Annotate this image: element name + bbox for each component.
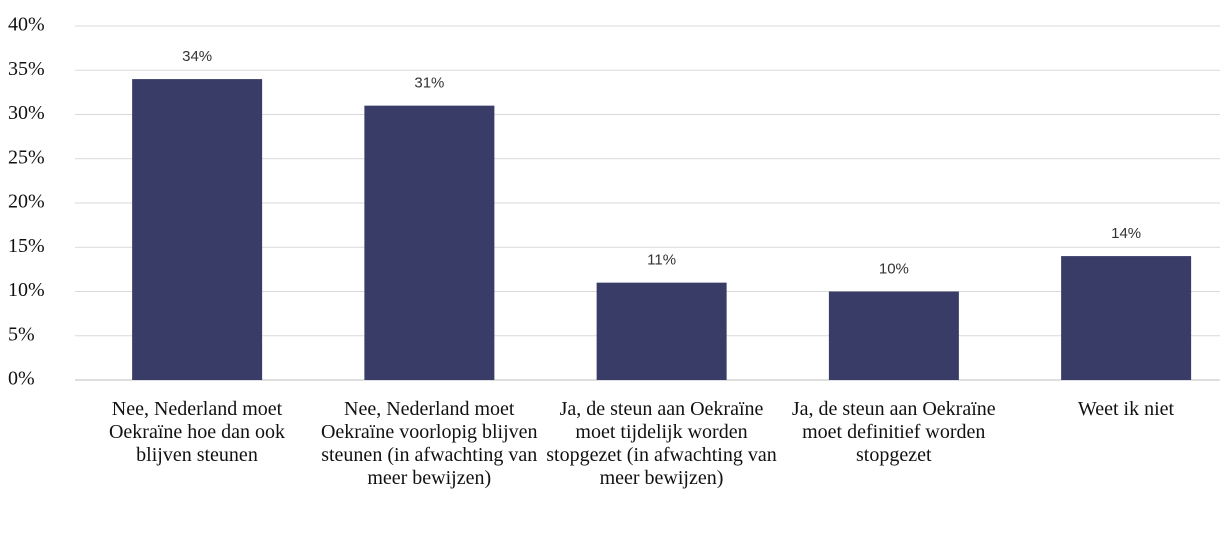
value-label: 31% xyxy=(414,75,444,92)
value-label: 14% xyxy=(1111,225,1141,242)
y-tick-label: 15% xyxy=(8,235,45,257)
x-tick-label: Weet ik niet xyxy=(1077,398,1175,420)
bar xyxy=(132,79,263,380)
value-label: 11% xyxy=(647,252,676,269)
bar xyxy=(364,105,495,381)
bar xyxy=(1061,256,1192,380)
bar xyxy=(596,282,727,380)
y-tick-label: 40% xyxy=(8,14,45,36)
y-tick-label: 25% xyxy=(8,146,45,168)
y-tick-label: 35% xyxy=(8,58,45,80)
x-tick-label: Ja, de steun aan Oekraïne moet tijdelijk… xyxy=(546,398,777,489)
y-tick-label: 5% xyxy=(8,323,35,345)
y-tick-label: 30% xyxy=(8,102,45,124)
value-label: 34% xyxy=(182,48,212,65)
value-label: 10% xyxy=(879,260,909,277)
y-tick-label: 20% xyxy=(8,191,45,213)
bar xyxy=(828,291,959,380)
x-tick-label: Ja, de steun aan Oekraïne moet definitie… xyxy=(791,398,996,466)
x-tick-label: Nee, Nederland moet Oekraïne hoe dan ook… xyxy=(108,398,286,466)
x-tick-label: Nee, Nederland moet Oekraïne voorlopig b… xyxy=(320,398,538,489)
y-tick-label: 0% xyxy=(8,368,35,390)
y-tick-label: 10% xyxy=(8,279,45,301)
